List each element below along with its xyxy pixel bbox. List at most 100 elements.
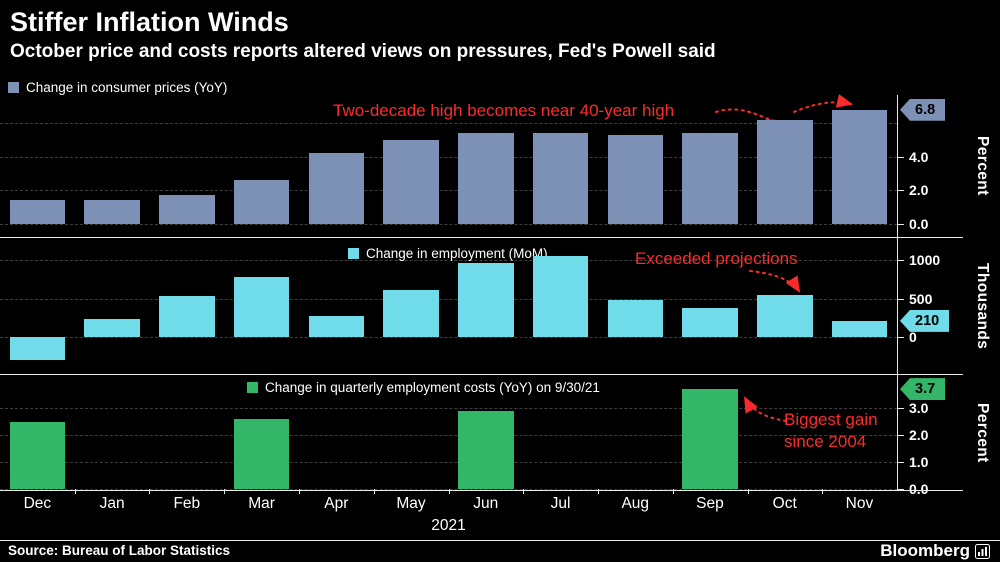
x-tick-mark xyxy=(298,489,300,494)
costs-y-axis-title: Percent xyxy=(974,402,991,463)
gridline xyxy=(0,337,897,338)
x-label-dec: Dec xyxy=(23,495,52,512)
annotation-costs: Biggest gain since 2004 xyxy=(784,410,878,452)
x-tick-mark xyxy=(597,489,599,494)
y-tick-mark xyxy=(898,337,904,338)
cpi-bar-jun xyxy=(458,133,514,224)
gridline xyxy=(0,190,897,192)
x-label-may: May xyxy=(396,495,426,512)
header: Stiffer Inflation Winds October price an… xyxy=(0,0,1000,63)
employment-y-axis-title: Thousands xyxy=(974,262,991,350)
x-label-apr: Apr xyxy=(324,495,349,512)
employment-bar-sep xyxy=(682,307,738,337)
gridline xyxy=(0,408,897,409)
costs-bar-jun xyxy=(458,410,514,489)
cpi-y-axis: 0.0 2.0 4.0 6.8 xyxy=(897,95,970,237)
cpi-bar-dec xyxy=(9,200,66,224)
legend-swatch-costs-icon xyxy=(247,382,258,393)
costs-y-axis: 0.0 1.0 2.0 3.0 3.7 xyxy=(897,375,970,497)
x-label-mar: Mar xyxy=(248,495,275,512)
x-label-nov: Nov xyxy=(845,495,874,512)
footer-divider xyxy=(0,540,1000,541)
y-tick-mark xyxy=(898,260,904,262)
y-tick-mark xyxy=(898,462,904,463)
legend-label-employment: Change in employment (MoM) xyxy=(366,246,548,261)
x-axis-line xyxy=(0,490,963,491)
gridline xyxy=(0,156,897,158)
x-tick-mark xyxy=(672,489,674,494)
cpi-bar-oct xyxy=(757,119,813,224)
x-axis: Dec Jan Feb Mar Apr May Jun Jul Aug Sep Oct Nov xyxy=(0,489,897,517)
gridline xyxy=(0,224,897,225)
y-tick-mark xyxy=(898,435,904,436)
cpi-bar-jan xyxy=(84,200,140,224)
annotation-employment: Exceeded projections xyxy=(635,249,798,268)
x-label-jun: Jun xyxy=(473,495,499,512)
legend-label-cpi: Change in consumer prices (YoY) xyxy=(26,80,228,95)
legend-costs: Change in quarterly employment costs (Yo… xyxy=(247,380,600,395)
annotation-cpi: Two-decade high becomes near 40-year hig… xyxy=(333,101,675,120)
y-tick-mark xyxy=(898,190,904,192)
x-tick-mark xyxy=(523,489,525,494)
bloomberg-wordmark: Bloomberg xyxy=(880,541,970,560)
employment-bar-may xyxy=(383,289,439,337)
y-tick-mark xyxy=(898,489,904,490)
costs-y-tick-label: 0.0 xyxy=(909,481,929,497)
panel-divider xyxy=(0,374,963,375)
employment-plot: Change in employment (MoM) Exceeded proj… xyxy=(0,238,897,374)
legend-swatch-cpi-icon xyxy=(8,82,19,93)
employment-bar-aug xyxy=(607,300,664,337)
cpi-bar-may xyxy=(383,140,439,224)
legend-consumer-prices: Change in consumer prices (YoY) xyxy=(8,80,227,95)
costs-current-value-badge: 3.7 xyxy=(900,378,946,401)
employment-bar-mar xyxy=(233,276,290,337)
x-label-jul: Jul xyxy=(550,495,571,512)
y-tick-mark xyxy=(898,224,904,225)
x-tick-mark xyxy=(74,489,76,494)
employment-bar-jan xyxy=(84,319,140,337)
employment-current-value-badge: 210 xyxy=(900,309,950,332)
cpi-bar-sep xyxy=(682,133,738,224)
cpi-bar-jul xyxy=(532,133,589,224)
panel-divider xyxy=(0,237,963,238)
x-tick-mark xyxy=(448,489,450,494)
legend-label-costs: Change in quarterly employment costs (Yo… xyxy=(265,380,600,395)
bloomberg-logo: Bloomberg xyxy=(880,541,990,561)
costs-bar-mar xyxy=(233,418,290,489)
employment-bar-apr xyxy=(308,316,365,337)
x-axis-year-label: 2021 xyxy=(431,517,466,534)
gridline xyxy=(0,260,897,262)
x-tick-mark xyxy=(747,489,749,494)
employment-y-tick-label: 0 xyxy=(909,329,917,345)
chart-subtitle: October price and costs reports altered … xyxy=(10,41,716,62)
y-tick-mark xyxy=(898,408,904,409)
cpi-y-axis-title: Percent xyxy=(974,136,991,196)
employment-bar-oct xyxy=(757,295,813,337)
cpi-bar-feb xyxy=(159,195,215,224)
x-label-aug: Aug xyxy=(621,495,650,512)
employment-bar-feb xyxy=(159,295,215,337)
x-label-feb: Feb xyxy=(173,495,201,512)
employment-bar-jul xyxy=(532,256,589,337)
employment-y-tick-label: 500 xyxy=(909,290,933,307)
source-note: Source: Bureau of Labor Statistics xyxy=(8,543,231,558)
legend-employment: Change in employment (MoM) xyxy=(348,246,548,261)
cpi-bar-nov xyxy=(831,109,888,224)
bloomberg-chart-icon xyxy=(975,543,990,559)
x-tick-mark xyxy=(224,489,226,494)
cpi-bar-mar xyxy=(233,180,290,224)
x-tick-mark xyxy=(373,489,375,494)
employment-bar-dec xyxy=(9,337,66,361)
costs-plot: Change in quarterly employment costs (Yo… xyxy=(0,375,897,490)
cpi-current-value-badge: 6.8 xyxy=(900,98,946,121)
x-tick-mark xyxy=(149,489,151,494)
gridline xyxy=(0,435,897,436)
legend-swatch-employment-icon xyxy=(348,248,359,259)
employment-bar-nov xyxy=(831,320,888,337)
cpi-bar-apr xyxy=(308,153,365,224)
costs-y-tick-label: 1.0 xyxy=(909,454,929,470)
cpi-plot: Two-decade high becomes near 40-year hig… xyxy=(0,94,897,237)
employment-bar-jun xyxy=(458,263,514,337)
costs-y-tick-label: 3.0 xyxy=(909,400,929,416)
